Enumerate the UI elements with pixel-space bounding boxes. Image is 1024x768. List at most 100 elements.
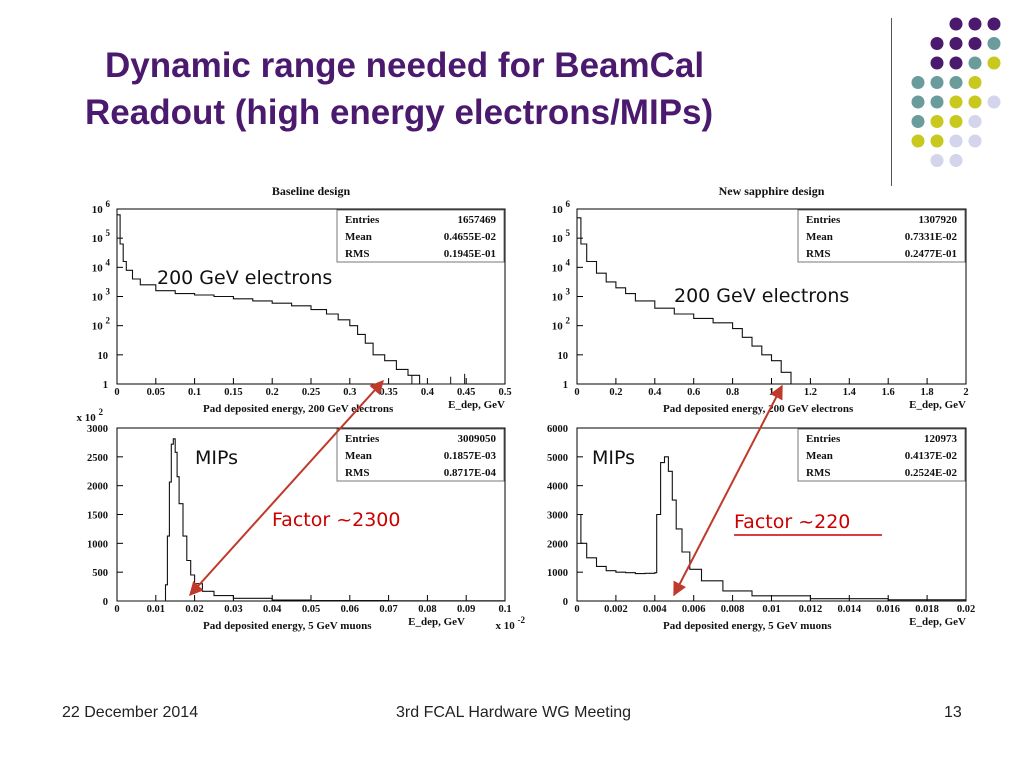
histogram-series: [577, 217, 792, 384]
x-tick-label: 0.02: [957, 604, 975, 615]
footer-meeting-name: 3rd FCAL Hardware WG Meeting: [396, 704, 632, 721]
stats-value: 0.2524E-02: [905, 467, 958, 479]
decorative-dot: [968, 37, 982, 50]
decorative-dot: [949, 134, 963, 148]
x-tick-label: 0.5: [498, 387, 511, 398]
x-tick-label: 0.2: [266, 387, 279, 398]
y-tick-label: 10 2: [552, 316, 571, 333]
decorative-dot: [968, 17, 982, 31]
stats-label: RMS: [345, 248, 369, 260]
decorative-dot: [930, 56, 944, 70]
x-tick-label: 1.8: [921, 387, 934, 398]
x-tick-label: 0: [114, 604, 119, 615]
stats-box: Entries 120973 Mean 0.4137E-02 RMS 0.2524E-02: [797, 428, 966, 482]
decorative-dot: [930, 37, 944, 50]
y-tick-label: 1000: [547, 568, 568, 579]
y-tick-label: 10 2: [92, 316, 111, 333]
decorative-dot: [987, 17, 1001, 31]
histogram-series: [117, 214, 467, 385]
y-tick-label: 10 4: [552, 257, 571, 274]
x-tick-label: 0.06: [341, 604, 359, 615]
x-axis-unit-label: E_dep, GeV: [909, 399, 966, 411]
decorative-dot: [930, 76, 944, 89]
x-axis-title: Pad deposited energy, 200 GeV electrons: [203, 403, 394, 415]
x-tick-label: 0.006: [682, 604, 706, 615]
x-tick-label: 0.09: [457, 604, 475, 615]
stats-value: 0.4655E-02: [444, 231, 497, 243]
x-tick-label: 0.1: [188, 387, 201, 398]
decorative-dot: [987, 95, 1001, 109]
annotation-baseline-electrons: 200 GeV electrons: [157, 267, 332, 289]
y-tick-label: 10: [98, 351, 109, 362]
stats-label: Entries: [806, 214, 841, 226]
x-tick-label: 0.002: [604, 604, 628, 615]
y-tick-label: 1000: [87, 539, 108, 550]
stats-value: 0.1857E-03: [444, 450, 497, 462]
y-tick-label: 500: [92, 568, 108, 579]
y-tick-label: 1: [563, 380, 568, 391]
stats-label: RMS: [806, 248, 830, 260]
x-tick-label: 0.05: [147, 387, 165, 398]
stats-value: 1657469: [458, 214, 497, 226]
title-line-1: Dynamic range needed for BeamCal: [105, 46, 705, 85]
decorative-dot-grid: [911, 17, 1001, 167]
decorative-dot: [987, 37, 1001, 50]
stats-label: Mean: [806, 450, 833, 462]
footer-date: 22 December 2014: [62, 704, 199, 721]
x-axis-unit-label: E_dep, GeV: [448, 399, 505, 411]
x-tick-label: 1.2: [804, 387, 817, 398]
x-tick-label: 0.018: [915, 604, 939, 615]
x-tick-label: 1: [769, 387, 774, 398]
decorative-dot: [949, 17, 963, 31]
histogram-panel-2: New sapphire design 0 0.2 0.4 0.6 0.8 1 1.2 1.4 1…: [552, 184, 969, 415]
stats-value: 1307920: [919, 214, 958, 226]
factor-arrow-baseline: [189, 379, 384, 597]
stats-box-frame: [797, 428, 966, 482]
x-tick-label: 2: [963, 387, 968, 398]
decorative-dot: [911, 76, 925, 89]
stats-label: Entries: [806, 433, 841, 445]
x-tick-label: 0: [114, 387, 119, 398]
annotation-baseline-mips: MIPs: [195, 447, 238, 469]
decorative-dot: [930, 134, 944, 148]
x-tick-label: 0.2: [609, 387, 622, 398]
x-tick-label: 0: [574, 604, 579, 615]
decorative-dot: [968, 95, 982, 109]
x-tick-label: 0.01: [147, 604, 165, 615]
y-tick-label: 10 5: [92, 228, 111, 245]
decorative-dot: [987, 56, 1001, 70]
x-tick-label: 0.02: [185, 604, 203, 615]
decorative-dot: [930, 115, 944, 128]
decorative-dot: [949, 154, 963, 167]
stats-box: Entries 1657469 Mean 0.4655E-02 RMS 0.1945E-0…: [336, 209, 505, 263]
stats-value: 0.2477E-01: [905, 248, 957, 260]
decorative-dot: [968, 56, 982, 70]
x-tick-label: 0.004: [643, 604, 667, 615]
y-tick-label: 3000: [87, 424, 108, 435]
y-axis-multiplier: x 10 2: [77, 407, 104, 424]
decorative-dot: [949, 95, 963, 109]
x-axis-title: Pad deposited energy, 5 GeV muons: [203, 620, 372, 632]
stats-value: 0.7331E-02: [905, 231, 958, 243]
y-tick-label: 1500: [87, 511, 108, 522]
annotation-factor-sapphire: Factor ~220: [734, 511, 850, 533]
annotation-factor-baseline: Factor ~2300: [272, 509, 400, 531]
x-tick-label: 0.05: [302, 604, 320, 615]
x-tick-label: 1.4: [843, 387, 857, 398]
stats-label: Mean: [806, 231, 833, 243]
y-tick-label: 10 3: [92, 287, 111, 304]
x-axis-title: Pad deposited energy, 200 GeV electrons: [663, 403, 854, 415]
y-tick-label: 2000: [547, 539, 568, 550]
x-tick-label: 0.4: [648, 387, 662, 398]
stats-label: Entries: [345, 433, 380, 445]
y-tick-label: 10 6: [92, 199, 111, 216]
decorative-dot: [968, 134, 982, 148]
decorative-dot: [949, 115, 963, 128]
x-tick-label: 0.8: [726, 387, 739, 398]
decorative-dot: [930, 154, 944, 167]
title-line-2: Readout (high energy electrons/MIPs): [85, 93, 714, 132]
stats-label: RMS: [806, 467, 830, 479]
y-tick-label: 10 3: [552, 287, 571, 304]
histogram-panels: Baseline design 0 0.05 0.1 0.15 0.2 0.25 0.3 0.3…: [77, 184, 976, 632]
y-tick-label: 10 6: [552, 199, 571, 216]
